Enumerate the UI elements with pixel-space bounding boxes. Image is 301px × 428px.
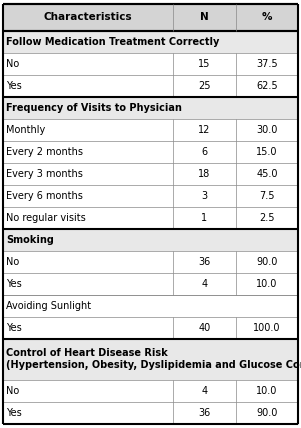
Text: %: % (262, 12, 272, 22)
Bar (3, 185, 298, 207)
Text: Every 6 months: Every 6 months (6, 191, 83, 201)
Text: 3: 3 (201, 191, 207, 201)
Text: 1: 1 (201, 213, 207, 223)
Bar (3, 251, 298, 273)
Text: Follow Medication Treatment Correctly: Follow Medication Treatment Correctly (6, 37, 219, 47)
Text: 4: 4 (201, 279, 207, 288)
Bar (3, 31, 298, 53)
Text: N: N (200, 12, 209, 22)
Text: 18: 18 (198, 169, 210, 179)
Text: 40: 40 (198, 323, 210, 333)
Bar (3, 53, 298, 75)
Text: 37.5: 37.5 (256, 59, 278, 69)
Text: Frequency of Visits to Physician: Frequency of Visits to Physician (6, 103, 182, 113)
Text: 2.5: 2.5 (259, 213, 275, 223)
Bar (3, 119, 298, 141)
Text: 12: 12 (198, 125, 210, 135)
Text: 36: 36 (198, 257, 210, 267)
Text: Every 3 months: Every 3 months (6, 169, 83, 179)
Text: Avoiding Sunlight: Avoiding Sunlight (6, 300, 91, 311)
Text: 15.0: 15.0 (256, 147, 278, 157)
Text: Yes: Yes (6, 408, 22, 418)
Text: Yes: Yes (6, 81, 22, 91)
Text: 25: 25 (198, 81, 211, 91)
Bar (3, 294, 298, 317)
Text: Yes: Yes (6, 323, 22, 333)
Bar (3, 380, 298, 402)
Bar (3, 273, 298, 294)
Bar (3, 229, 298, 251)
Text: 62.5: 62.5 (256, 81, 278, 91)
Text: 10.0: 10.0 (256, 386, 278, 396)
Text: No regular visits: No regular visits (6, 213, 86, 223)
Text: 45.0: 45.0 (256, 169, 278, 179)
Text: 4: 4 (201, 386, 207, 396)
Text: No: No (6, 59, 19, 69)
Text: 10.0: 10.0 (256, 279, 278, 288)
Bar (3, 163, 298, 185)
Text: Characteristics: Characteristics (44, 12, 132, 22)
Text: Control of Heart Disease Risk
(Hypertension, Obesity, Dyslipidemia and Glucose C: Control of Heart Disease Risk (Hypertens… (6, 348, 301, 370)
Text: 90.0: 90.0 (256, 408, 278, 418)
Text: 36: 36 (198, 408, 210, 418)
Bar (3, 141, 298, 163)
Text: Smoking: Smoking (6, 235, 54, 245)
Text: Yes: Yes (6, 279, 22, 288)
Text: No: No (6, 386, 19, 396)
Text: 7.5: 7.5 (259, 191, 275, 201)
Bar (3, 339, 298, 380)
Text: 6: 6 (201, 147, 207, 157)
Text: 100.0: 100.0 (253, 323, 281, 333)
Bar (3, 75, 298, 97)
Bar (3, 402, 298, 424)
Bar (3, 4, 298, 31)
Bar (3, 207, 298, 229)
Text: 30.0: 30.0 (256, 125, 278, 135)
Text: Monthly: Monthly (6, 125, 45, 135)
Bar (3, 97, 298, 119)
Text: 15: 15 (198, 59, 210, 69)
Text: 90.0: 90.0 (256, 257, 278, 267)
Bar (3, 317, 298, 339)
Text: No: No (6, 257, 19, 267)
Text: Every 2 months: Every 2 months (6, 147, 83, 157)
